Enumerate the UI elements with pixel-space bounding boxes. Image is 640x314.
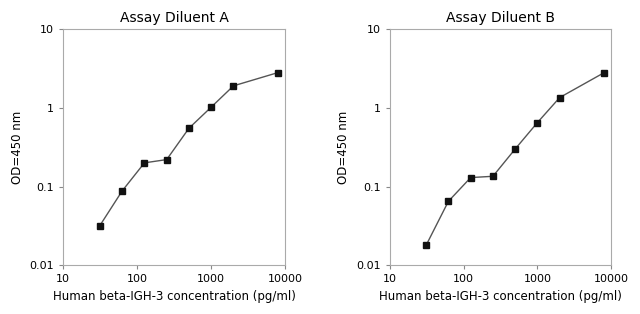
Y-axis label: OD=450 nm: OD=450 nm [11, 111, 24, 184]
Title: Assay Diluent A: Assay Diluent A [120, 11, 228, 25]
Title: Assay Diluent B: Assay Diluent B [446, 11, 555, 25]
Y-axis label: OD=450 nm: OD=450 nm [337, 111, 350, 184]
X-axis label: Human beta-IGH-3 concentration (pg/ml): Human beta-IGH-3 concentration (pg/ml) [379, 290, 622, 303]
X-axis label: Human beta-IGH-3 concentration (pg/ml): Human beta-IGH-3 concentration (pg/ml) [52, 290, 296, 303]
